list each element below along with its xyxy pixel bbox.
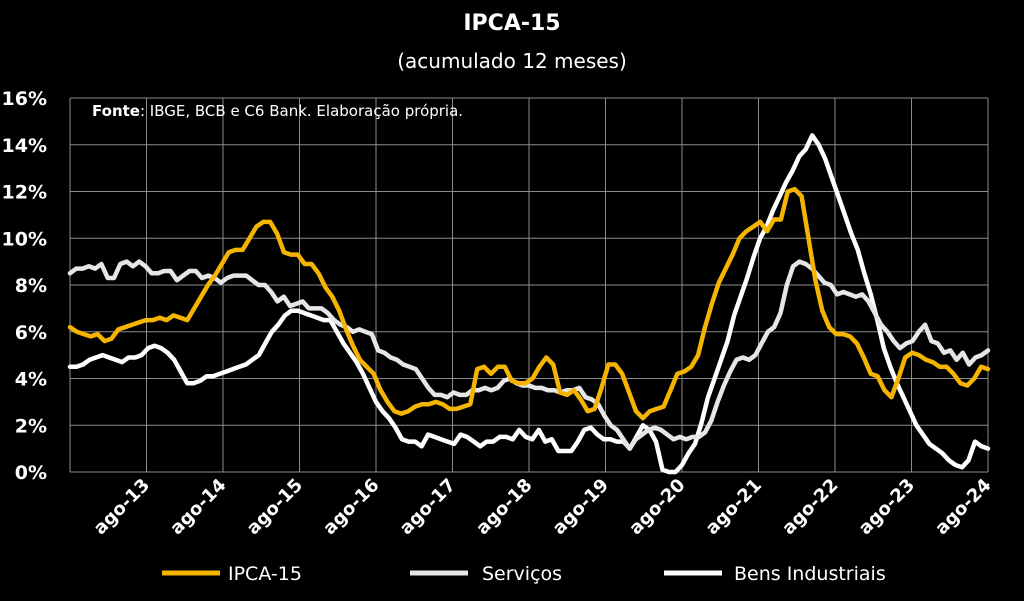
y-tick-label: 6% bbox=[15, 322, 47, 344]
legend-label: Serviços bbox=[482, 563, 562, 585]
y-tick-label: 10% bbox=[2, 228, 47, 250]
y-tick-label: 12% bbox=[2, 182, 47, 204]
chart-title: IPCA-15 bbox=[463, 11, 560, 36]
y-tick-label: 4% bbox=[15, 369, 47, 391]
y-tick-label: 0% bbox=[15, 462, 47, 484]
series-line-ipca-15 bbox=[67, 186, 991, 421]
y-axis: 0% 2% 4% 6% 8% 10% 12% 14% 16% bbox=[2, 88, 47, 484]
source-text: : IBGE, BCB e C6 Bank. Elaboração própri… bbox=[140, 102, 463, 120]
series-lines bbox=[67, 133, 991, 475]
source-note: Fonte: IBGE, BCB e C6 Bank. Elaboração p… bbox=[92, 102, 463, 120]
legend-label: IPCA-15 bbox=[228, 563, 302, 585]
y-tick-label: 14% bbox=[2, 135, 47, 157]
chart-subtitle: (acumulado 12 meses) bbox=[397, 49, 627, 73]
legend: IPCA-15 Serviços Bens Industriais bbox=[162, 563, 886, 585]
y-tick-label: 2% bbox=[15, 415, 47, 437]
series-line-bens-industriais bbox=[67, 133, 991, 475]
legend-label: Bens Industriais bbox=[734, 563, 886, 585]
grid bbox=[69, 97, 989, 473]
series-line-servi-os bbox=[67, 259, 991, 451]
source-label: Fonte bbox=[92, 102, 140, 120]
y-tick-label: 8% bbox=[15, 275, 47, 297]
y-tick-label: 16% bbox=[2, 88, 47, 110]
